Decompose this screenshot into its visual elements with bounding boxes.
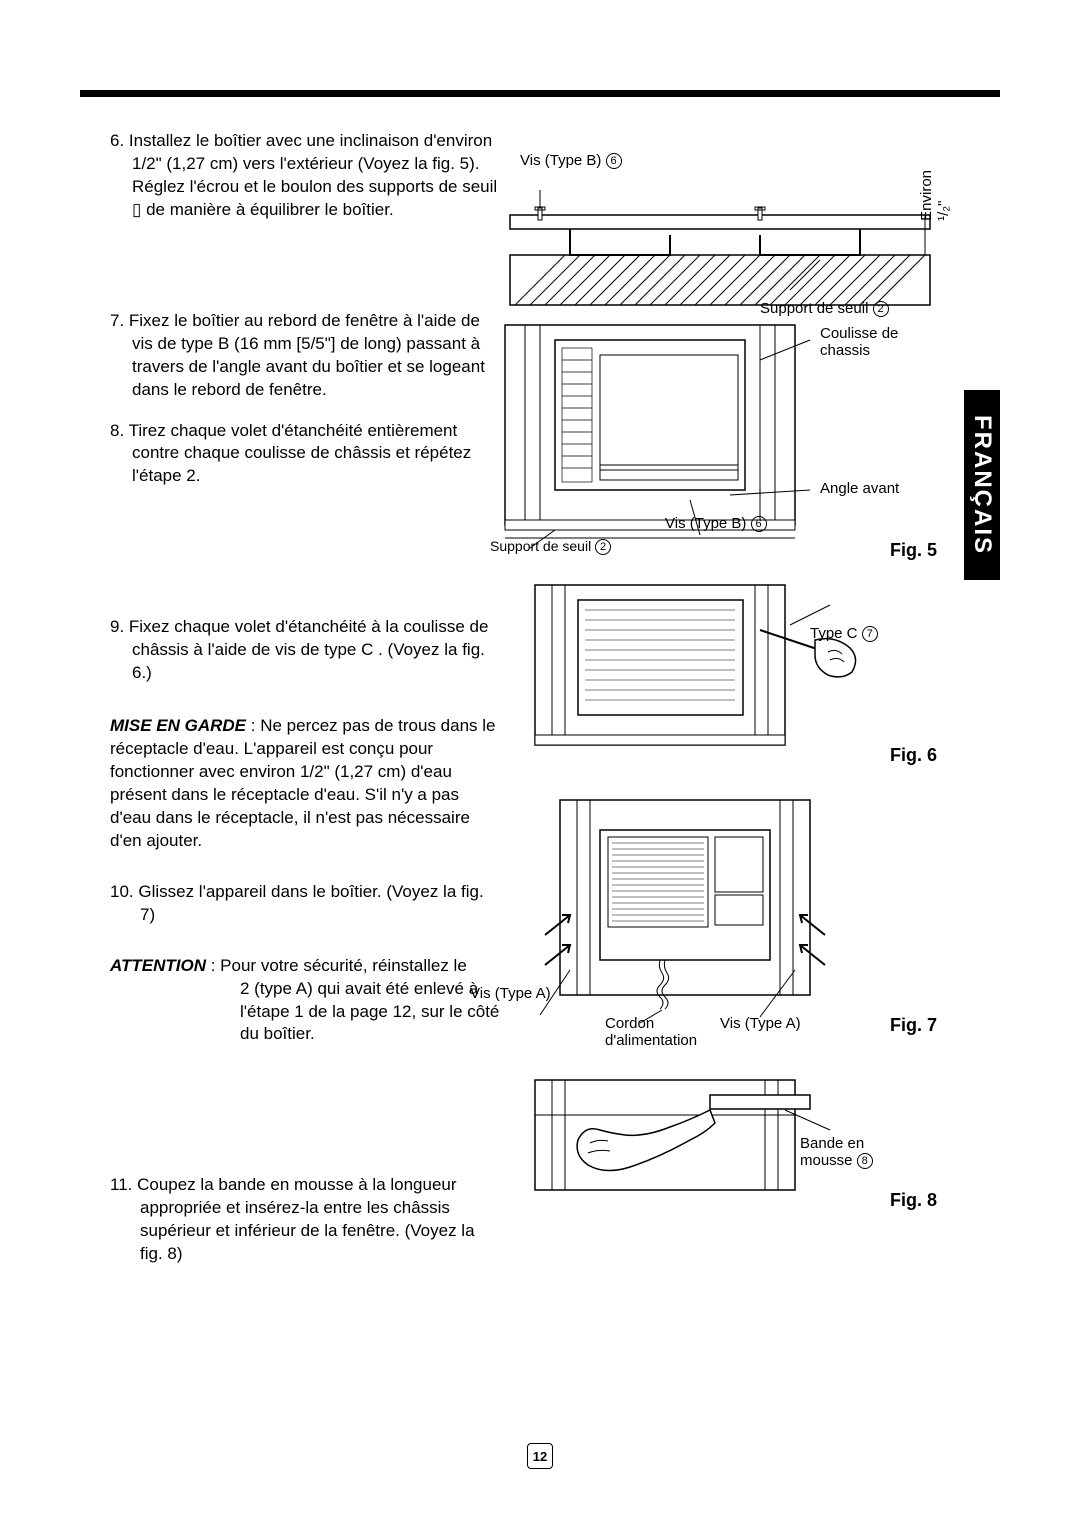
- fig7-diagram: [530, 795, 880, 1025]
- callout-support-seuil-bot: Support de seuil 2: [490, 538, 611, 555]
- fig8-label: Fig. 8: [890, 1190, 937, 1211]
- callout-vis-type-a-right: Vis (Type A): [720, 1015, 801, 1032]
- step-8: 8. Tirez chaque volet d'étanchéité entiè…: [110, 420, 500, 489]
- fig5-label: Fig. 5: [890, 540, 937, 561]
- caution-text: : Ne percez pas de trous dans le récepta…: [110, 716, 496, 850]
- callout-type-c: Type C 7: [810, 625, 878, 642]
- fig5-bottom-diagram: [500, 320, 820, 550]
- caution-label: MISE EN GARDE: [110, 716, 246, 735]
- page-number: 12: [527, 1443, 553, 1469]
- page-container: FRANÇAIS 6. Installez le boîtier avec un…: [80, 90, 1000, 1479]
- attention-line2: 2 (type A) qui avait été enlevé à l'étap…: [110, 978, 500, 1047]
- language-tab: FRANÇAIS: [964, 390, 1000, 580]
- step-9: 9. Fixez chaque volet d'étanchéité à la …: [110, 616, 500, 685]
- fig5-top-diagram: [500, 160, 940, 310]
- attention-line1: : Pour votre sécurité, réinstallez le: [206, 956, 467, 975]
- callout-coulisse: Coulisse de chassis: [820, 325, 920, 359]
- attention-block: ATTENTION : Pour votre sécurité, réinsta…: [110, 955, 500, 1047]
- callout-vis-type-a-left: Vis (Type A): [470, 985, 551, 1002]
- fig6-diagram: [530, 580, 880, 760]
- step-7: 7. Fixez le boîtier au rebord de fenêtre…: [110, 310, 500, 402]
- language-tab-label: FRANÇAIS: [968, 415, 996, 555]
- step-11: 11. Coupez la bande en mousse à la longu…: [110, 1174, 500, 1266]
- callout-bande: Bande en mousse 8: [800, 1135, 910, 1169]
- callout-vis-type-b-bot: Vis (Type B) 6: [665, 515, 767, 532]
- fig7-label: Fig. 7: [890, 1015, 937, 1036]
- caution-block: MISE EN GARDE : Ne percez pas de trous d…: [110, 715, 500, 853]
- callout-support-seuil-top: Support de seuil 2: [760, 300, 889, 317]
- callout-angle-avant: Angle avant: [820, 480, 899, 497]
- step-10: 10. Glissez l'appareil dans le boîtier. …: [110, 881, 500, 927]
- callout-cordon: Cordon d'alimentation: [605, 1015, 715, 1049]
- callout-vis-type-b-top: Vis (Type B) 6: [520, 152, 622, 169]
- callout-environ: Environ ¹/₂": [918, 170, 952, 221]
- instructions-column: 6. Installez le boîtier avec une inclina…: [110, 130, 500, 1284]
- step-6: 6. Installez le boîtier avec une inclina…: [110, 130, 500, 222]
- top-rule: [80, 90, 1000, 97]
- attention-label: ATTENTION: [110, 956, 206, 975]
- fig6-label: Fig. 6: [890, 745, 937, 766]
